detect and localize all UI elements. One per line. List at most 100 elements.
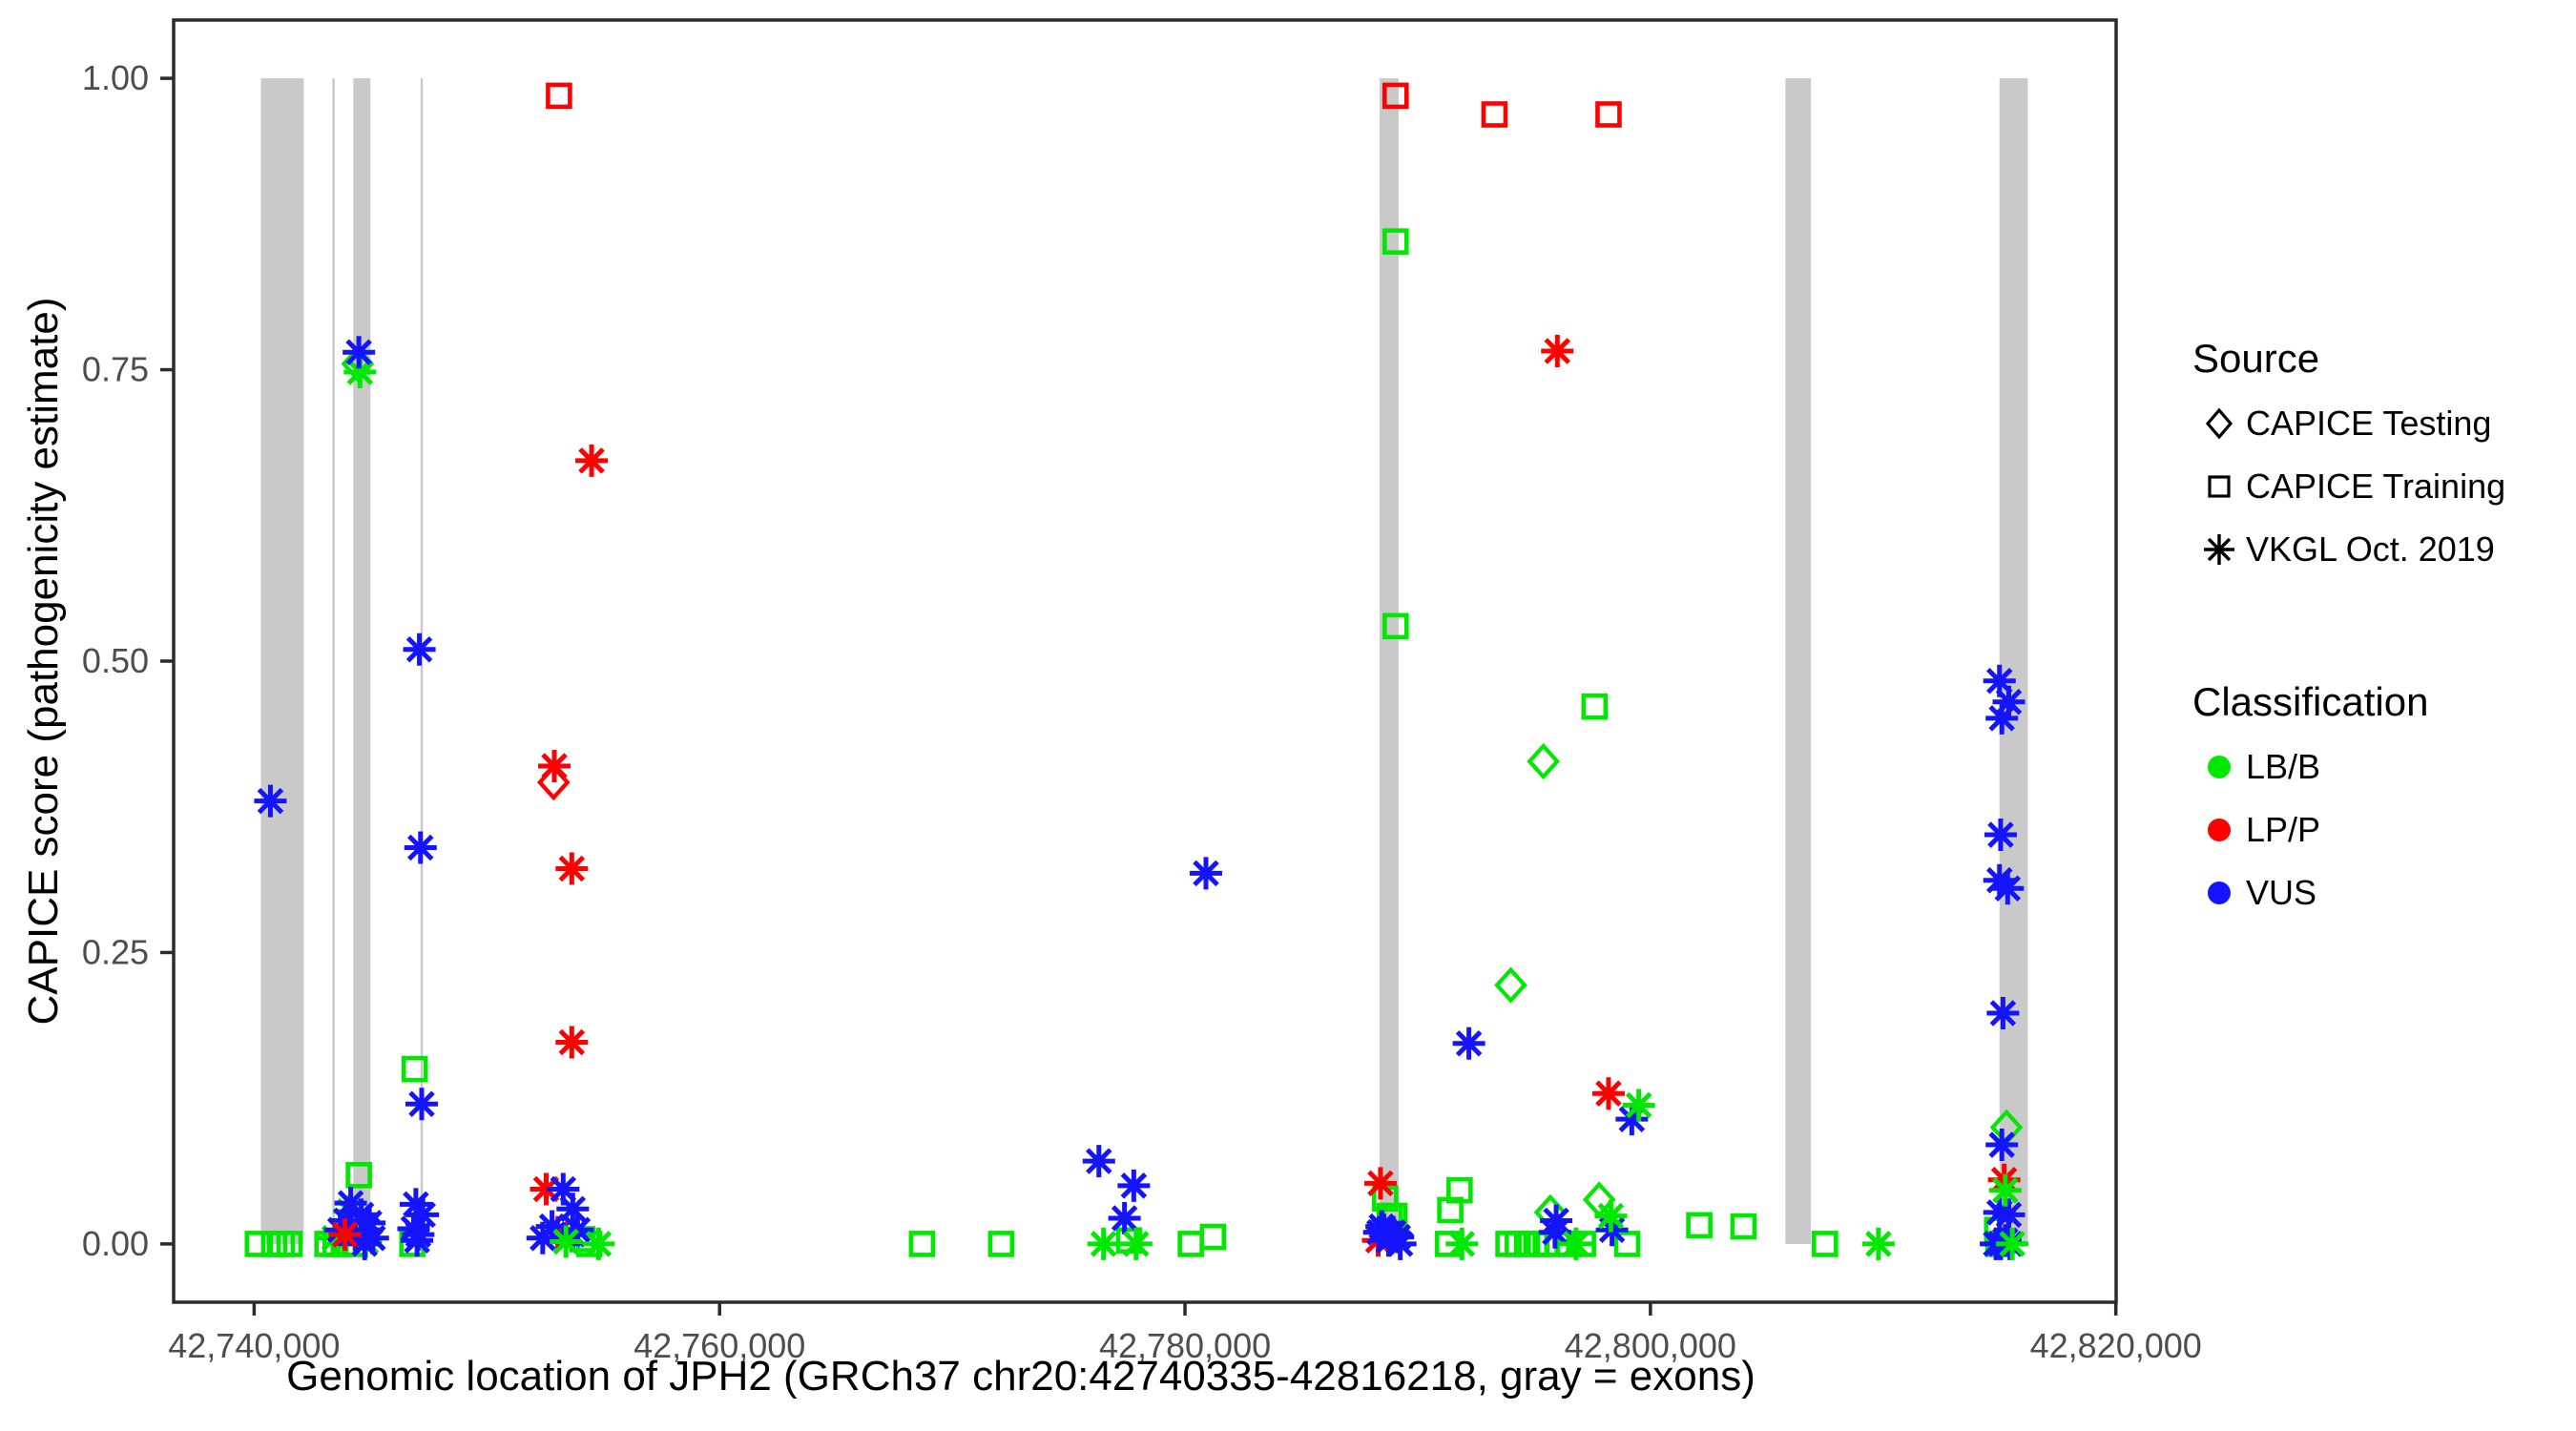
legend-item-label: CAPICE Testing [2246, 404, 2492, 443]
data-point-diamond [1527, 742, 1561, 780]
legend-spacer [2192, 588, 2565, 679]
data-point-asterisk [403, 633, 436, 666]
legend-classification-title: Classification [2192, 679, 2429, 724]
exon-band [1785, 78, 1812, 1244]
data-point-asterisk [556, 1192, 590, 1226]
data-point-asterisk [555, 852, 589, 885]
exon-band [332, 78, 335, 1244]
y-tick-label: 1.00 [82, 58, 149, 97]
y-axis-title: CAPICE score (pathogenicity estimate) [20, 297, 67, 1026]
x-tick-label: 42,820,000 [2030, 1326, 2202, 1365]
data-point-asterisk [530, 1172, 563, 1206]
asterisk-icon [2192, 529, 2246, 570]
legend-item-label: LP/P [2246, 810, 2321, 849]
data-point-asterisk [1986, 996, 2020, 1029]
data-point-asterisk [1189, 857, 1222, 890]
data-point-asterisk [1992, 685, 2025, 718]
diamond-icon [2192, 403, 2246, 445]
data-point-asterisk [535, 1210, 569, 1243]
x-tick-label: 42,800,000 [1565, 1326, 1736, 1365]
data-point-asterisk [1372, 1224, 1405, 1257]
data-point-asterisk [1082, 1145, 1115, 1178]
data-point-square [1812, 1231, 1839, 1257]
data-point-square [1199, 1223, 1227, 1251]
exon-band [1379, 78, 1399, 1244]
data-point-asterisk [1591, 1077, 1625, 1110]
legend: Source CAPICE Testing CAPICE Training [2192, 336, 2565, 931]
y-tick-label: 0.50 [82, 641, 149, 680]
blue-dot-icon [2192, 872, 2246, 914]
legend-item-lbb: LB/B [2192, 742, 2565, 792]
data-point-square [1686, 1212, 1713, 1239]
x-axis-title: Genomic location of JPH2 (GRCh37 chr20:4… [286, 1353, 1755, 1400]
data-point-square [401, 1055, 428, 1083]
data-point-asterisk [328, 1218, 362, 1252]
y-tick-label: 0.00 [82, 1224, 149, 1263]
data-point-asterisk [1541, 334, 1574, 367]
data-point-square [546, 82, 572, 110]
data-point-asterisk [1117, 1169, 1151, 1202]
data-point-asterisk [582, 1227, 615, 1260]
data-point-asterisk [1087, 1227, 1120, 1260]
x-tick-label: 42,760,000 [634, 1326, 805, 1365]
data-point-square [1581, 693, 1609, 720]
data-point-asterisk [550, 1225, 583, 1258]
legend-item-vus: VUS [2192, 868, 2565, 918]
data-point-square [1446, 1176, 1473, 1204]
data-point-asterisk [1992, 1198, 2025, 1232]
x-tick-label: 42,780,000 [1099, 1326, 1271, 1365]
data-point-asterisk [1988, 1173, 2022, 1207]
legend-item-lpp: LP/P [2192, 805, 2565, 855]
y-tick-label: 0.75 [82, 350, 149, 389]
data-point-asterisk [575, 444, 609, 477]
data-point-asterisk [353, 1206, 386, 1239]
data-point-asterisk [406, 1198, 440, 1232]
exon-band [353, 78, 371, 1244]
data-point-asterisk [1594, 1199, 1628, 1233]
data-point-asterisk [1991, 872, 2025, 905]
data-point-square [1381, 228, 1409, 255]
exon-band [260, 78, 304, 1244]
data-point-asterisk [1363, 1167, 1397, 1200]
data-point-asterisk [1108, 1202, 1141, 1235]
data-point-square [1177, 1231, 1204, 1257]
data-point-asterisk [1383, 1227, 1417, 1260]
legend-item-label: LB/B [2246, 747, 2321, 786]
data-point-asterisk [1984, 819, 2017, 852]
green-dot-icon [2192, 746, 2246, 788]
data-point-asterisk [343, 355, 377, 388]
data-point-asterisk [1622, 1089, 1655, 1122]
red-dot-icon [2192, 809, 2246, 851]
data-point-asterisk [1615, 1103, 1649, 1136]
legend-item-label: VUS [2246, 873, 2317, 912]
data-point-asterisk [1119, 1227, 1153, 1260]
legend-source-title: Source [2192, 336, 2320, 381]
data-point-asterisk [1985, 701, 2019, 735]
data-point-asterisk [1983, 664, 2016, 697]
data-point-asterisk [538, 749, 571, 782]
data-point-asterisk [401, 1224, 434, 1257]
data-point-square [1595, 101, 1622, 128]
panel-border [172, 18, 2118, 1304]
data-point-asterisk [254, 784, 287, 818]
data-point-asterisk [1985, 1129, 2019, 1162]
data-point-asterisk [1445, 1227, 1479, 1260]
data-point-asterisk [555, 1026, 589, 1059]
x-tick-label: 42,740,000 [168, 1326, 340, 1365]
data-point-asterisk [547, 1172, 580, 1206]
data-point-asterisk [405, 1088, 438, 1121]
data-point-square [987, 1231, 1015, 1257]
data-point-asterisk [1996, 1227, 2029, 1260]
data-point-square [1481, 101, 1508, 128]
data-point-asterisk [1559, 1227, 1592, 1260]
data-point-asterisk [561, 1213, 594, 1247]
data-point-square [345, 1162, 372, 1189]
y-tick-label: 0.25 [82, 932, 149, 971]
legend-item-label: CAPICE Training [2246, 467, 2506, 506]
data-point-asterisk [1452, 1027, 1485, 1060]
data-point-asterisk [1861, 1227, 1895, 1260]
data-point-asterisk [399, 1188, 432, 1221]
data-point-square [1730, 1213, 1757, 1240]
